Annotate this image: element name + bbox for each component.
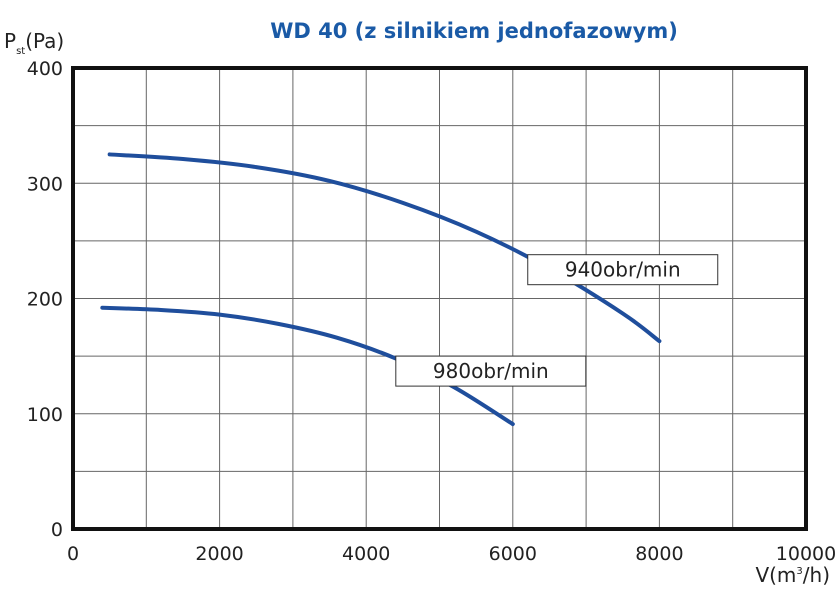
x-tick-label: 4000	[342, 543, 390, 565]
grid	[73, 68, 806, 529]
series-label: 940obr/min	[565, 258, 681, 282]
y-axis-label: Pst(Pa)	[4, 29, 64, 57]
curves	[100, 152, 662, 427]
x-tick-label: 6000	[489, 543, 537, 565]
x-tick-label: 2000	[195, 543, 243, 565]
x-tick-labels: 0 2000 4000 6000 8000 10000	[67, 543, 836, 565]
curve-labels: 940obr/min 980obr/min	[395, 254, 719, 387]
series-label-box	[527, 254, 719, 286]
chart-title: WD 40 (z silnikiem jednofazowym)	[270, 19, 678, 43]
y-tick-label: 0	[51, 519, 63, 541]
y-tick-label: 400	[27, 58, 63, 80]
x-tick-label: 0	[67, 543, 79, 565]
x-tick-label: 10000	[776, 543, 836, 565]
y-tick-label: 100	[27, 404, 63, 426]
y-tick-label: 300	[27, 173, 63, 195]
plot-frame	[71, 66, 808, 531]
series-label: 980obr/min	[433, 359, 549, 383]
y-tick-labels: 0 100 200 300 400	[27, 58, 63, 541]
x-tick-label: 8000	[635, 543, 683, 565]
y-tick-label: 200	[27, 289, 63, 311]
series-label-box	[395, 355, 587, 387]
series-line	[107, 152, 662, 344]
x-axis-label: V(m3/h)	[755, 563, 830, 587]
series-line	[100, 305, 515, 427]
